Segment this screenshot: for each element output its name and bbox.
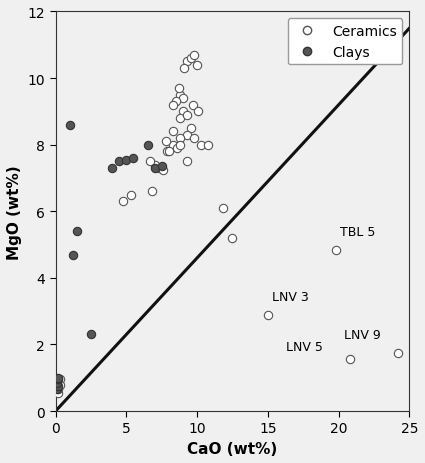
- Point: [144, 142, 151, 149]
- Point: [55, 381, 62, 388]
- Point: [394, 350, 401, 357]
- Point: [158, 163, 165, 171]
- Point: [109, 165, 116, 172]
- Point: [346, 356, 353, 363]
- Point: [54, 379, 61, 387]
- Point: [219, 205, 226, 212]
- Point: [198, 142, 205, 149]
- Legend: Ceramics, Clays: Ceramics, Clays: [288, 19, 402, 65]
- Point: [55, 386, 62, 393]
- Point: [179, 95, 186, 102]
- Point: [194, 62, 201, 69]
- Point: [184, 112, 190, 119]
- Point: [123, 156, 130, 164]
- Point: [184, 58, 190, 66]
- Point: [179, 108, 186, 116]
- Point: [175, 85, 182, 93]
- Point: [170, 128, 176, 136]
- Point: [191, 135, 198, 143]
- Point: [54, 386, 60, 393]
- Text: LNV 9: LNV 9: [344, 328, 381, 341]
- Point: [69, 251, 76, 259]
- X-axis label: CaO (wt%): CaO (wt%): [187, 441, 278, 456]
- Point: [188, 55, 195, 63]
- Point: [66, 122, 73, 129]
- Point: [184, 158, 190, 166]
- Point: [174, 145, 181, 152]
- Point: [127, 192, 134, 199]
- Point: [120, 198, 127, 206]
- Point: [177, 92, 184, 99]
- Point: [56, 382, 63, 389]
- Point: [229, 235, 236, 242]
- Point: [156, 165, 162, 172]
- Point: [116, 158, 123, 166]
- Point: [54, 382, 61, 390]
- Point: [177, 142, 184, 149]
- Point: [130, 155, 137, 163]
- Point: [164, 148, 171, 156]
- Point: [160, 167, 167, 174]
- Point: [181, 65, 188, 73]
- Point: [88, 331, 94, 338]
- Point: [74, 228, 80, 236]
- Point: [56, 379, 62, 387]
- Point: [55, 383, 62, 391]
- Text: LNV 3: LNV 3: [272, 290, 309, 303]
- Point: [173, 99, 179, 106]
- Point: [205, 142, 212, 149]
- Point: [55, 376, 62, 383]
- Point: [148, 188, 155, 195]
- Point: [184, 131, 190, 139]
- Point: [55, 374, 62, 382]
- Point: [54, 389, 61, 397]
- Point: [162, 138, 169, 146]
- Point: [195, 108, 202, 116]
- Point: [170, 102, 176, 109]
- Point: [177, 135, 184, 143]
- Point: [188, 125, 195, 132]
- Point: [170, 142, 176, 149]
- Point: [147, 158, 154, 166]
- Point: [191, 52, 198, 59]
- Point: [264, 311, 271, 319]
- Point: [177, 115, 184, 122]
- Point: [190, 102, 196, 109]
- Text: TBL 5: TBL 5: [340, 225, 375, 238]
- Point: [332, 246, 339, 254]
- Point: [165, 148, 172, 156]
- Point: [151, 162, 158, 169]
- Point: [57, 376, 63, 383]
- Y-axis label: MgO (wt%): MgO (wt%): [7, 164, 22, 259]
- Text: LNV 5: LNV 5: [286, 340, 323, 353]
- Point: [151, 165, 158, 172]
